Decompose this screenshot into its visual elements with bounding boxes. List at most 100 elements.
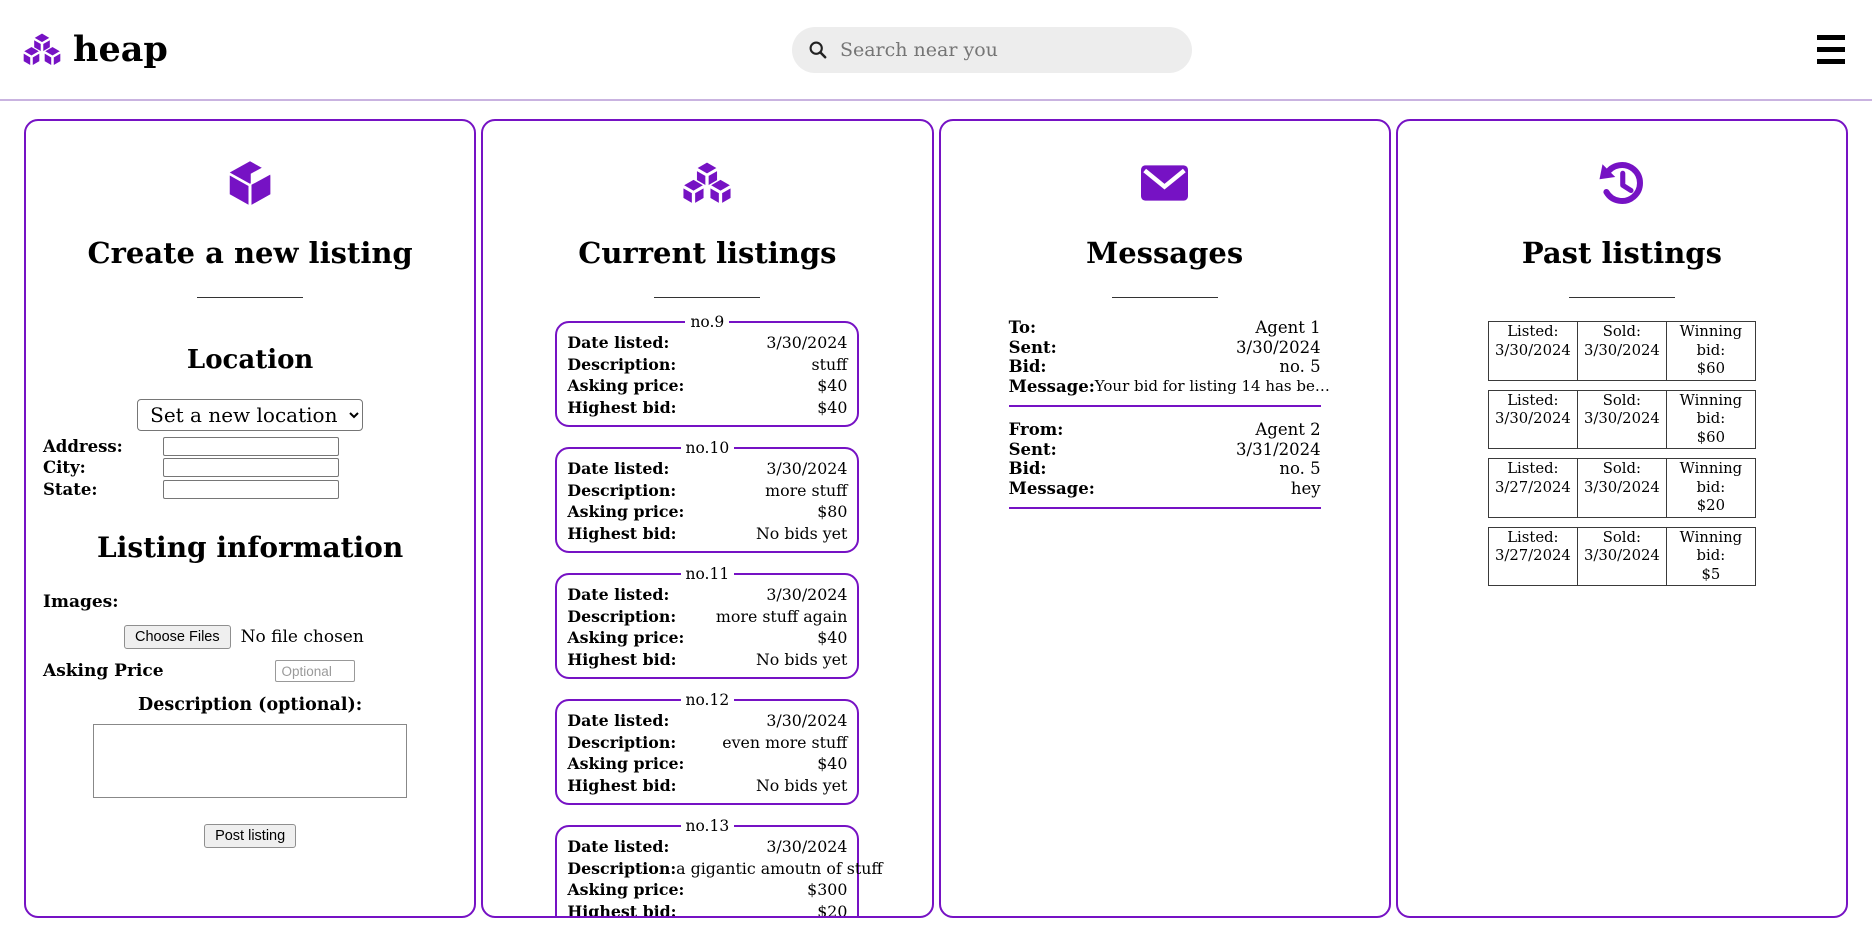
box-icon <box>26 157 474 209</box>
app-logo: heap <box>21 31 168 68</box>
highest-bid-value: No bids yet <box>755 523 848 543</box>
divider <box>197 297 304 298</box>
listing-id: no.10 <box>685 439 730 457</box>
listing-card: no.12 Date listed: 3/30/2024 Description:… <box>555 691 860 805</box>
asking-price-input[interactable] <box>274 660 355 683</box>
asking-price-value: $300 <box>807 880 848 899</box>
asking-price-label: Asking price: <box>567 880 685 899</box>
listed-cell: Listed: 3/27/2024 <box>1489 459 1578 517</box>
message-label: Message: <box>1008 478 1095 498</box>
listed-value: 3/30/2024 <box>1494 410 1571 427</box>
past-listing-row: Listed: 3/30/2024 Sold: 3/30/2024 Winning … <box>1487 321 1756 381</box>
date-listed-value: 3/30/2024 <box>766 585 848 604</box>
recipient-value: Agent 1 <box>1255 318 1321 337</box>
sold-cell: Sold: 3/30/2024 <box>1578 459 1667 517</box>
highest-bid-label: Highest bid: <box>567 649 677 669</box>
post-listing-button[interactable]: Post listing <box>204 824 297 849</box>
listing-card: no.13 Date listed: 3/30/2024 Description:… <box>555 817 883 918</box>
listing-card: no.10 Date listed: 3/30/2024 Description:… <box>555 439 860 553</box>
envelope-icon <box>941 157 1389 209</box>
choose-files-button[interactable]: Choose Files <box>124 625 231 650</box>
listing-id: no.13 <box>685 817 730 835</box>
sold-value: 3/30/2024 <box>1583 478 1660 496</box>
city-row: City: <box>26 457 474 479</box>
sold-label: Sold: <box>1602 323 1641 340</box>
sold-label: Sold: <box>1602 460 1641 477</box>
highest-bid-label: Highest bid: <box>567 775 677 795</box>
past-listing-row: Listed: 3/30/2024 Sold: 3/30/2024 Winning … <box>1487 389 1756 449</box>
date-listed-value: 3/30/2024 <box>766 333 848 352</box>
search-bar[interactable] <box>791 26 1192 73</box>
city-input[interactable] <box>163 458 339 478</box>
history-icon <box>1398 157 1846 209</box>
description-label: Description: <box>567 732 677 752</box>
asking-price-value: $40 <box>817 628 848 647</box>
from-label: From: <box>1008 420 1064 439</box>
past-listing-row: Listed: 3/27/2024 Sold: 3/30/2024 Winning … <box>1487 458 1756 518</box>
panel-title: Messages <box>1086 236 1244 270</box>
listing-info-heading: Listing information <box>97 531 404 565</box>
create-listing-panel: Create a new listing Location Set a new … <box>24 119 477 918</box>
sent-label: Sent: <box>1008 439 1057 459</box>
description-value: stuff <box>811 354 848 374</box>
divider <box>1568 297 1675 298</box>
winning-bid-label: Winning bid: <box>1679 391 1743 428</box>
listed-label: Listed: <box>1507 460 1559 477</box>
current-listings-panel: Current listings no.9 Date listed: 3/30/2… <box>481 119 934 918</box>
hamburger-menu-button[interactable] <box>1816 32 1846 67</box>
state-row: State: <box>26 479 474 501</box>
sold-cell: Sold: 3/30/2024 <box>1578 390 1667 448</box>
message-list: To: Agent 1 Sent: 3/30/2024 Bid: no. 5 Mess… <box>941 318 1389 522</box>
main-content: Create a new listing Location Set a new … <box>24 119 1848 918</box>
sender-value: Agent 2 <box>1255 420 1321 439</box>
menu-bar <box>1817 35 1845 40</box>
listing-id: no.12 <box>685 691 730 709</box>
bid-value: no. 5 <box>1279 459 1321 478</box>
sold-value: 3/30/2024 <box>1583 547 1660 564</box>
header-center <box>168 26 1816 73</box>
asking-price-label: Asking price: <box>567 376 685 395</box>
address-input[interactable] <box>163 436 339 456</box>
images-label: Images: <box>43 592 119 613</box>
date-listed-label: Date listed: <box>567 837 670 856</box>
description-textarea[interactable] <box>93 724 408 799</box>
description-value: more stuff again <box>715 606 848 626</box>
listing-id: no.11 <box>685 565 730 583</box>
listed-label: Listed: <box>1507 528 1559 546</box>
address-label: Address: <box>43 436 123 456</box>
winning-bid-value: $20 <box>1696 497 1725 514</box>
menu-bar <box>1817 59 1845 64</box>
date-listed-label: Date listed: <box>567 333 670 352</box>
description-label: Description: <box>567 606 677 626</box>
asking-price-label: Asking price: <box>567 628 685 647</box>
message-label: Message: <box>1008 376 1095 396</box>
winning-bid-cell: Winning bid: $20 <box>1667 459 1755 517</box>
past-listings-panel: Past listings Listed: 3/30/2024 Sold: 3/30… <box>1395 119 1848 918</box>
highest-bid-value: No bids yet <box>755 775 848 795</box>
location-select[interactable]: Set a new location <box>137 398 364 431</box>
date-listed-value: 3/30/2024 <box>766 459 848 478</box>
panel-title: Current listings <box>578 236 837 270</box>
asking-price-row: Asking Price <box>43 660 474 683</box>
highest-bid-value: $20 <box>817 901 848 918</box>
location-fields: Address: City: State: <box>26 436 474 501</box>
location-heading: Location <box>186 345 314 375</box>
sold-label: Sold: <box>1602 528 1641 546</box>
sent-value: 3/31/2024 <box>1236 439 1321 459</box>
date-listed-value: 3/30/2024 <box>766 711 848 730</box>
listed-cell: Listed: 3/27/2024 <box>1489 527 1578 585</box>
winning-bid-value: $60 <box>1696 360 1725 377</box>
divider <box>654 297 761 298</box>
listed-value: 3/30/2024 <box>1494 341 1571 359</box>
search-input[interactable] <box>837 37 1176 62</box>
description-value: even more stuff <box>722 732 848 752</box>
asking-price-value: $40 <box>817 754 848 773</box>
highest-bid-label: Highest bid: <box>567 523 677 543</box>
sent-value: 3/30/2024 <box>1236 337 1321 357</box>
bid-label: Bid: <box>1008 459 1047 478</box>
state-input[interactable] <box>163 479 339 499</box>
listing-card: no.9 Date listed: 3/30/2024 Description: s… <box>555 313 860 427</box>
bid-label: Bid: <box>1008 357 1047 376</box>
bid-value: no. 5 <box>1279 357 1321 376</box>
winning-bid-label: Winning bid: <box>1679 323 1743 359</box>
